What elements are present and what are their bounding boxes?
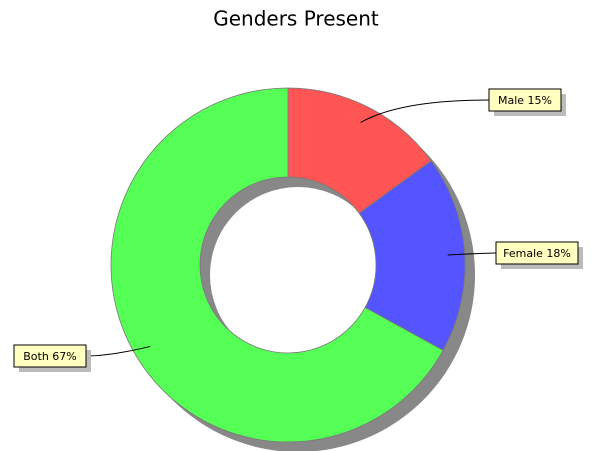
label-box [488, 88, 562, 112]
label-box [13, 344, 87, 368]
leader-line [360, 99, 490, 123]
slice-label: Both 67% [23, 350, 77, 363]
donut-slice [287, 87, 432, 214]
slice-label: Male 15% [498, 94, 552, 107]
labels: Male 15% Female 18% Both 67% [13, 88, 583, 372]
slice-value: 18% [546, 247, 570, 260]
slice-category: Both [23, 350, 49, 363]
slice-category: Female [503, 247, 543, 260]
chart-title: Genders Present [213, 7, 379, 31]
slices [110, 87, 466, 443]
label-box [495, 241, 579, 265]
slice-value: 15% [528, 94, 552, 107]
slice-label: Female 18% [503, 247, 571, 260]
slice-category: Male [498, 94, 524, 107]
donut-slice [110, 87, 444, 443]
leader-line [447, 252, 497, 256]
donut-slice [358, 160, 466, 351]
slice-value: 67% [52, 350, 76, 363]
